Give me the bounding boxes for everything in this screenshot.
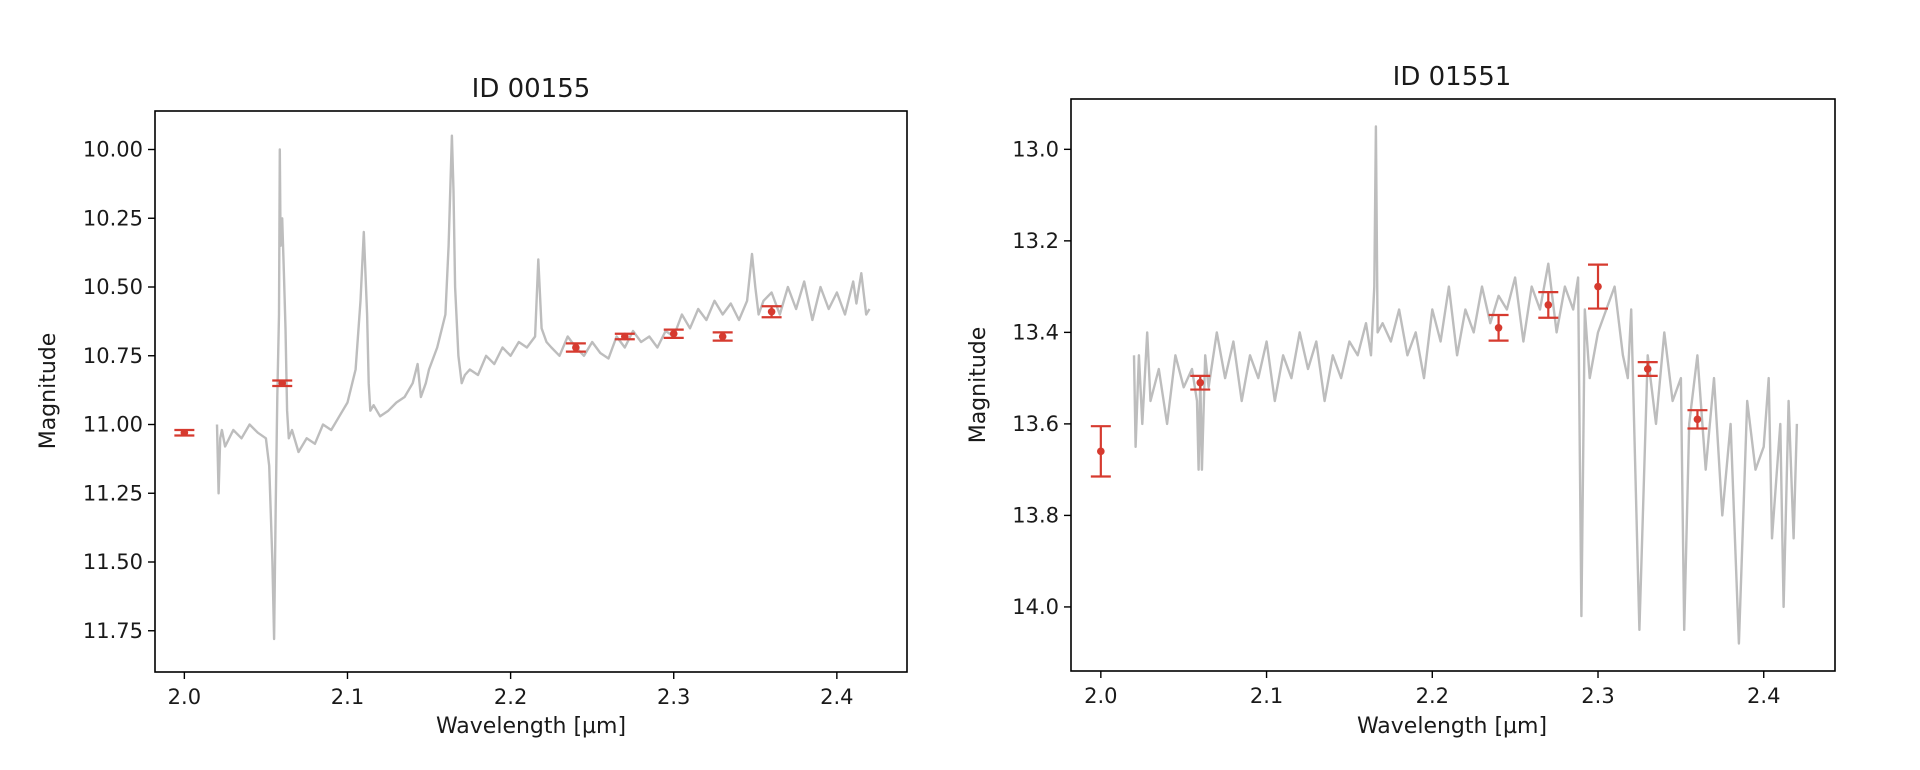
photometry-point	[1687, 409, 1708, 430]
photometry-layer	[174, 305, 782, 437]
data-point-marker	[767, 307, 776, 316]
chart-title: ID 00155	[472, 74, 591, 104]
y-tick-label: 10.25	[83, 206, 143, 230]
chart-panel-id-00155: ID 00155 2.0 2.1 2.2 2.3 2.4 10.00 10.25 10.50…	[36, 74, 908, 739]
x-tick-label: 2.3	[1581, 684, 1614, 708]
photometry-point	[272, 379, 293, 388]
y-tick-label: 14.0	[1012, 595, 1059, 619]
y-tick-label: 10.75	[83, 344, 143, 368]
data-point-marker	[1196, 378, 1205, 387]
photometry-point	[1488, 313, 1509, 342]
data-point-marker	[620, 332, 629, 341]
x-axis: 2.0 2.1 2.2 2.3 2.4	[168, 672, 854, 709]
photometry-point	[1588, 263, 1609, 310]
chart-panel-id-01551: ID 01551 2.0 2.1 2.2 2.3 2.4 13.013.213.413.…	[966, 62, 1836, 739]
x-tick-label: 2.4	[820, 685, 853, 709]
photometry-point	[565, 342, 586, 353]
x-axis-label: Wavelength [µm]	[436, 714, 626, 739]
x-tick-label: 2.2	[1416, 684, 1449, 708]
x-tick-label: 2.1	[1250, 684, 1283, 708]
y-axis-label: Magnitude	[36, 333, 61, 450]
data-point-marker	[669, 329, 678, 338]
x-tick-label: 2.1	[331, 685, 364, 709]
y-axis: 10.00 10.25 10.50 10.75 11.00 11.25 11.50 11.75	[83, 138, 155, 643]
y-tick-label: 11.25	[83, 481, 143, 505]
y-tick-label: 13.8	[1012, 503, 1059, 527]
photometry-layer	[1090, 263, 1708, 478]
photometry-point	[614, 332, 635, 341]
photometry-point	[174, 428, 195, 437]
x-axis: 2.0 2.1 2.2 2.3 2.4	[1084, 671, 1780, 708]
y-tick-label: 10.00	[83, 138, 143, 162]
x-tick-label: 2.3	[657, 685, 690, 709]
y-tick-label: 13.2	[1012, 229, 1059, 253]
data-point-marker	[1097, 447, 1105, 456]
x-axis-label: Wavelength [µm]	[1357, 714, 1547, 739]
photometry-point	[712, 331, 733, 342]
data-point-marker	[1693, 415, 1702, 424]
y-tick-label: 11.75	[83, 619, 143, 643]
y-tick-label: 13.0	[1012, 137, 1059, 161]
x-tick-label: 2.0	[1084, 684, 1117, 708]
y-tick-label: 13.6	[1012, 412, 1059, 436]
y-axis: 13.0 13.2 13.4 13.6 13.8 14.0	[1012, 137, 1071, 619]
spectrum-layer	[1132, 125, 1799, 645]
data-point-marker	[1594, 282, 1602, 291]
photometry-point	[1090, 425, 1111, 478]
y-tick-label: 10.50	[83, 275, 143, 299]
x-tick-label: 2.4	[1747, 684, 1780, 708]
spectrum-line	[1132, 125, 1799, 645]
plot-frame	[1070, 98, 1836, 672]
y-tick-label: 13.4	[1012, 320, 1059, 344]
photometry-point	[1637, 361, 1658, 377]
data-point-marker	[278, 379, 287, 388]
y-tick-label: 11.50	[83, 550, 143, 574]
data-point-marker	[1494, 324, 1503, 332]
data-point-marker	[572, 343, 580, 352]
photometry-point	[1538, 291, 1559, 319]
x-tick-label: 2.2	[494, 685, 527, 709]
x-tick-label: 2.0	[168, 685, 201, 709]
photometry-point	[663, 328, 684, 339]
data-point-marker	[180, 428, 189, 437]
data-point-marker	[1643, 365, 1652, 373]
spectrum-line	[215, 134, 871, 641]
spectrum-layer	[215, 134, 871, 641]
data-point-marker	[1544, 301, 1553, 309]
data-point-marker	[718, 332, 727, 341]
chart-title: ID 01551	[1393, 62, 1512, 92]
plot-frame	[154, 110, 908, 673]
y-tick-label: 11.00	[83, 413, 143, 437]
y-axis-label: Magnitude	[966, 327, 991, 444]
photometry-point	[761, 305, 782, 319]
photometry-point	[1190, 374, 1211, 391]
